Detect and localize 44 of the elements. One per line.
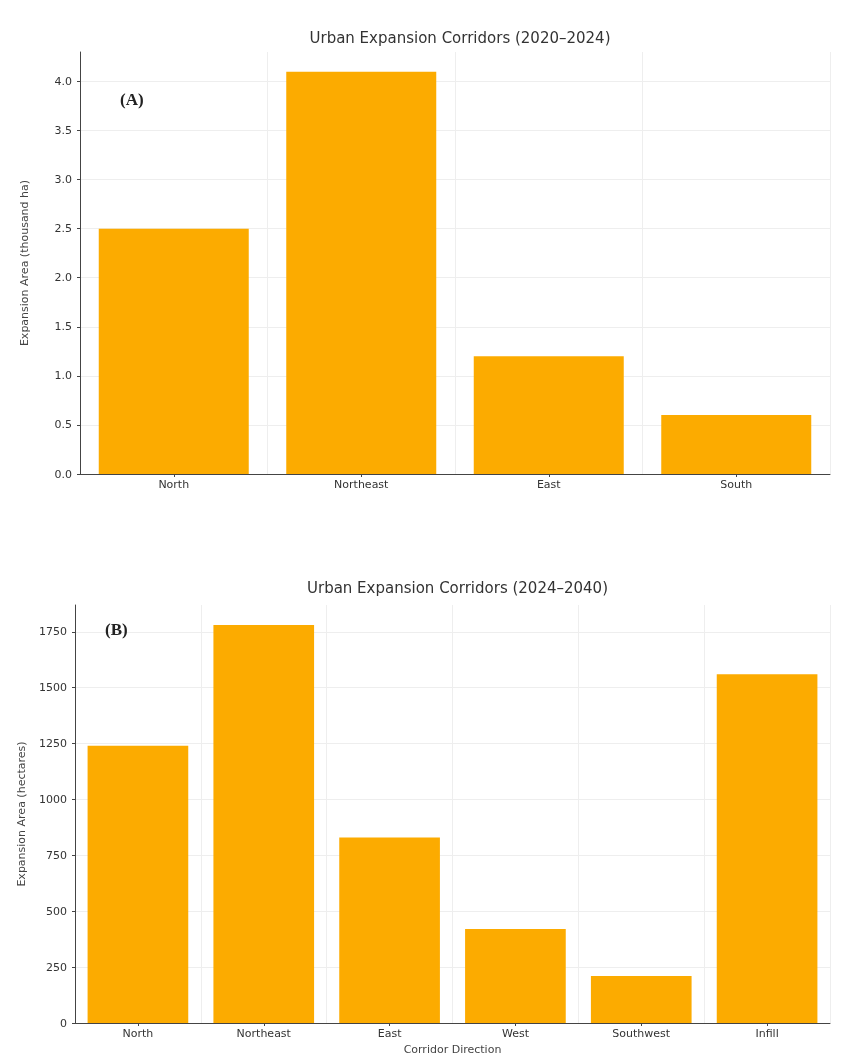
y-tick-label: 250: [46, 960, 67, 974]
bar: [87, 745, 189, 1023]
chart-title: Urban Expansion Corridors (2024–2040): [306, 578, 609, 597]
y-tick-label: 2.5: [54, 222, 72, 236]
y-tick-label: 3.5: [54, 124, 72, 138]
bar: [213, 625, 315, 1023]
bar: [661, 415, 812, 474]
y-tick-label: 2.0: [54, 271, 72, 285]
x-tick-label: East: [377, 1027, 403, 1040]
x-tick-label: South: [720, 478, 753, 491]
x-tick-label: Infill: [755, 1027, 779, 1040]
annotation: (B): [105, 620, 128, 640]
y-tick-label: 500: [46, 904, 67, 918]
y-tick-label: 0: [60, 1016, 67, 1030]
y-tick-label: 1250: [39, 737, 67, 751]
bar: [590, 976, 692, 1023]
x-tick-label: Northeast: [334, 478, 390, 491]
x-tick-label: Northeast: [236, 1027, 292, 1040]
y-axis-title: Expansion Area (thousand ha): [18, 179, 31, 347]
y-tick-label: 1750: [39, 625, 67, 639]
bar: [98, 228, 249, 474]
y-tick-label: 0.5: [54, 418, 72, 432]
bar: [286, 71, 437, 474]
x-tick-label: Southwest: [612, 1027, 671, 1040]
bar: [716, 674, 818, 1023]
y-tick-label: 750: [46, 848, 67, 862]
y-tick-label: 1.5: [54, 320, 72, 334]
y-tick-label: 1000: [39, 792, 67, 806]
y-tick-label: 1500: [39, 681, 67, 695]
bar: [465, 929, 566, 1023]
bar: [339, 837, 440, 1023]
y-tick-label: 3.0: [54, 173, 72, 187]
y-tick-label: 4.0: [54, 74, 72, 88]
y-tick-label: 0.0: [54, 467, 72, 481]
x-tick-label: North: [122, 1027, 154, 1040]
x-tick-label: West: [501, 1027, 530, 1040]
y-tick-label: 1.0: [54, 369, 72, 383]
x-tick-label: North: [158, 478, 190, 491]
x-tick-label: East: [536, 478, 562, 491]
chart-title: Urban Expansion Corridors (2020–2024): [309, 28, 611, 47]
annotation: (A): [120, 90, 144, 110]
bar: [473, 356, 624, 474]
y-axis-title: Expansion Area (hectares): [15, 741, 28, 887]
x-axis-title: Corridor Direction: [403, 1042, 502, 1056]
